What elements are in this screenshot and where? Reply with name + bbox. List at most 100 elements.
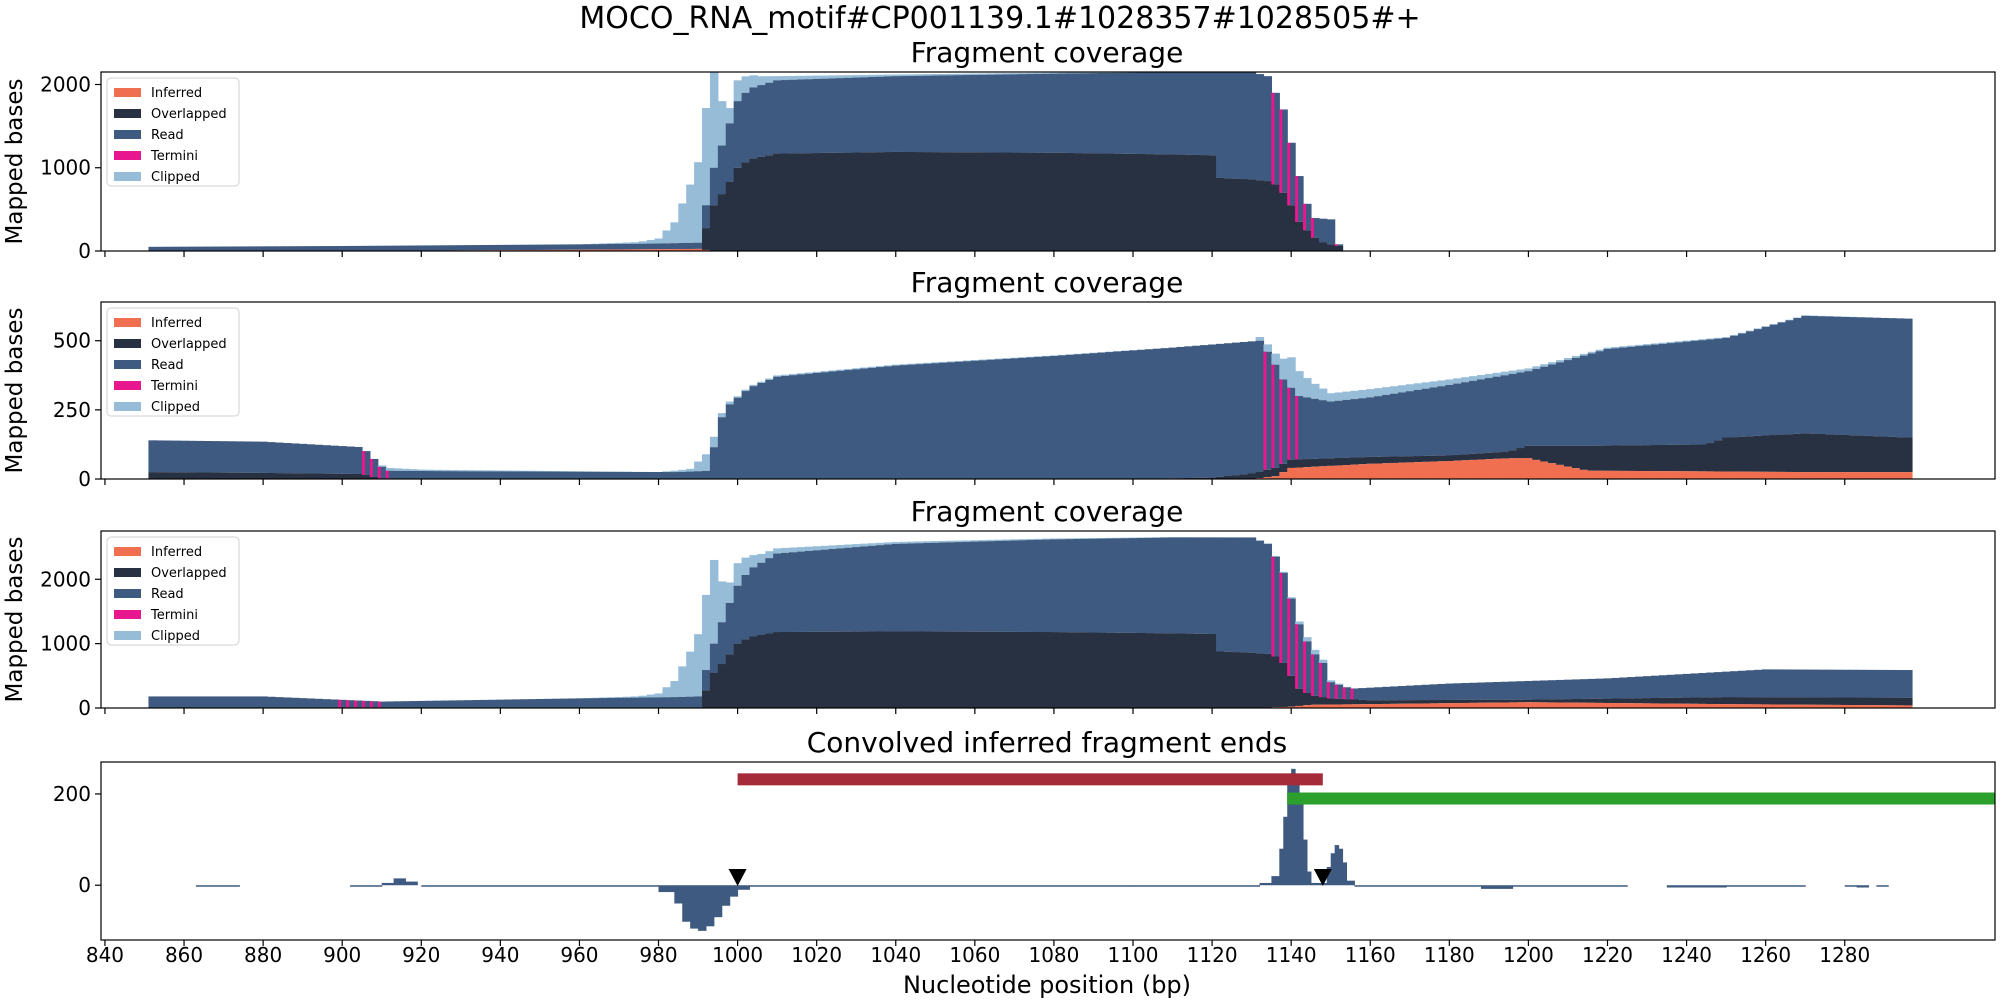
- coverage-bin-read: [670, 243, 679, 250]
- coverage-bin-read: [686, 696, 695, 708]
- coverage-bin-inferred: [1635, 470, 1644, 479]
- coverage-bin-read: [1445, 384, 1454, 456]
- coverage-bin-inferred: [630, 249, 640, 251]
- coverage-bin-clipped: [717, 101, 727, 146]
- coverage-bin-read: [1326, 219, 1336, 245]
- coverage-bin-overlapped: [1896, 697, 1905, 706]
- coverage-bin-read: [1121, 350, 1130, 479]
- coverage-bin-read: [203, 440, 213, 473]
- coverage-bin-clipped: [891, 364, 901, 366]
- ends-bin: [1283, 816, 1288, 886]
- coverage-bin-clipped: [828, 75, 838, 79]
- coverage-bin-clipped: [757, 76, 766, 86]
- coverage-bin-clipped: [709, 559, 719, 644]
- coverage-bin-read: [812, 372, 822, 479]
- coverage-bin-read: [781, 375, 790, 479]
- coverage-bin-read: [1018, 74, 1027, 153]
- coverage-bin-overlapped: [1453, 454, 1462, 461]
- coverage-bin-read: [907, 364, 917, 479]
- coverage-bin-read: [1469, 682, 1478, 700]
- coverage-bin-clipped: [986, 539, 996, 542]
- coverage-bin-read: [1556, 362, 1565, 446]
- coverage-bin-overlapped: [962, 152, 972, 251]
- coverage-bin-read: [1595, 678, 1605, 699]
- coverage-bin-clipped: [1745, 330, 1755, 332]
- coverage-bin-overlapped: [868, 631, 877, 708]
- coverage-bin-inferred: [1469, 459, 1478, 479]
- coverage-bin-overlapped: [1793, 433, 1802, 473]
- coverage-bin-read: [1129, 538, 1138, 633]
- coverage-bin-clipped: [955, 73, 964, 76]
- coverage-bin-read: [1042, 73, 1051, 153]
- coverage-bin-read: [282, 246, 292, 251]
- coverage-bin-read: [1730, 335, 1739, 438]
- coverage-bin-overlapped: [1896, 437, 1905, 473]
- coverage-bin-read: [1461, 683, 1470, 700]
- coverage-bin-clipped: [1049, 355, 1059, 356]
- coverage-bin-read: [686, 471, 695, 479]
- coverage-bin-overlapped: [1065, 632, 1075, 708]
- coverage-bin-inferred: [1303, 467, 1312, 479]
- coverage-bin-read: [472, 700, 482, 708]
- coverage-bin-clipped: [749, 384, 758, 387]
- coverage-bin-clipped: [1271, 555, 1280, 557]
- coverage-bin-overlapped: [1516, 699, 1526, 703]
- coverage-bin-clipped: [749, 555, 758, 568]
- coverage-bin-read: [860, 77, 869, 153]
- coverage-bin-overlapped: [1239, 179, 1249, 251]
- ends-bin: [721, 885, 731, 906]
- ends-bin: [729, 885, 739, 897]
- legend-swatch-overlapped: [114, 568, 141, 577]
- coverage-bin-read: [164, 696, 173, 708]
- coverage-bin-read: [1342, 687, 1352, 700]
- coverage-bin-clipped: [947, 540, 956, 543]
- coverage-bin-clipped: [891, 74, 901, 77]
- coverage-bin-clipped: [820, 371, 830, 373]
- coverage-bin-clipped: [1445, 379, 1454, 385]
- coverage-bin-read: [314, 444, 324, 474]
- coverage-bin-overlapped: [836, 631, 845, 708]
- ends-bin: [698, 885, 707, 931]
- ends-bin: [1287, 784, 1292, 886]
- coverage-bin-read: [425, 700, 434, 708]
- coverage-bin-clipped: [448, 469, 458, 472]
- coverage-bin-clipped: [781, 547, 790, 553]
- coverage-bin-clipped: [1295, 371, 1304, 397]
- coverage-bin-read: [1714, 672, 1723, 698]
- coverage-bin-clipped: [915, 363, 925, 365]
- coverage-bin-inferred: [1516, 458, 1526, 479]
- legend-label-inferred: Inferred: [151, 316, 202, 331]
- coverage-bin-read: [725, 123, 735, 182]
- coverage-bin-read: [1152, 537, 1162, 634]
- coverage-bin-read: [417, 470, 426, 479]
- coverage-bin-read: [1627, 677, 1636, 699]
- coverage-bin-clipped: [417, 469, 426, 471]
- coverage-bin-termini: [1318, 662, 1322, 698]
- coverage-bin-overlapped: [923, 631, 932, 708]
- coverage-bin-termini: [1295, 396, 1299, 460]
- coverage-bin-overlapped: [1397, 700, 1407, 704]
- coverage-bin-read: [796, 79, 806, 154]
- coverage-bin-read: [488, 471, 498, 479]
- coverage-bin-read: [812, 78, 822, 154]
- panel-2-title: Fragment coverage: [911, 266, 1184, 299]
- legend-label-clipped: Clipped: [151, 400, 200, 415]
- coverage-bin-read: [1722, 337, 1731, 438]
- coverage-bin-clipped: [860, 543, 869, 547]
- coverage-bin-clipped: [1571, 355, 1581, 358]
- coverage-bin-clipped: [670, 222, 679, 244]
- coverage-bin-read: [1445, 683, 1454, 700]
- coverage-bin-read: [1010, 358, 1019, 479]
- coverage-bin-read: [401, 701, 411, 708]
- coverage-bin-read: [994, 74, 1004, 153]
- ends-bin: [1291, 768, 1296, 886]
- coverage-bin-overlapped: [1809, 697, 1818, 705]
- coverage-bin-read: [219, 441, 229, 473]
- coverage-bin-read: [1105, 538, 1114, 633]
- coverage-bin-read: [1129, 350, 1138, 479]
- coverage-bin-read: [1579, 355, 1589, 446]
- coverage-bin-read: [1896, 318, 1905, 438]
- coverage-bin-read: [1231, 72, 1241, 179]
- x-tick-label: 900: [323, 943, 361, 967]
